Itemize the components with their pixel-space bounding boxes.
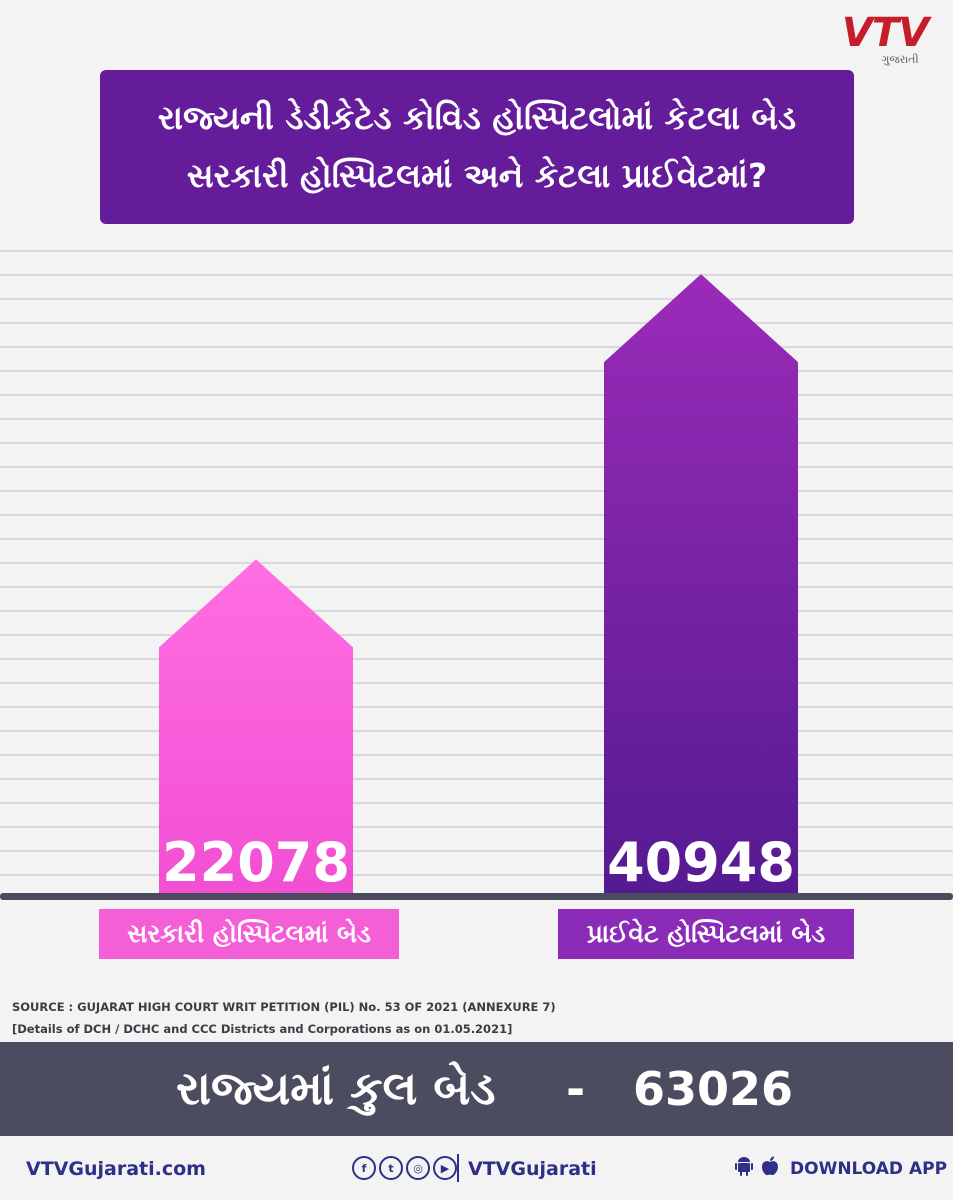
- bar-chart: 22078 40948: [159, 274, 798, 894]
- social-icons: f t ◎ ▶: [352, 1156, 457, 1180]
- total-dash: -: [566, 1062, 586, 1116]
- source-line-2: [Details of DCH / DCHC and CCC Districts…: [12, 1022, 513, 1036]
- platform-icons: [735, 1156, 779, 1176]
- title-line-2: સરકારી હોસ્પિટલમાં અને કેટલા પ્રાઈવેટમાં…: [186, 156, 768, 195]
- source-note: SOURCE : GUJARAT HIGH COURT WRIT PETITIO…: [12, 996, 942, 1040]
- total-value: 63026: [633, 1062, 794, 1116]
- apple-icon[interactable]: [761, 1156, 779, 1176]
- total-banner: રાજ્યમાં કુલ બેડ - 63026: [0, 1042, 953, 1136]
- title-line-1: રાજ્યની ડેડીકેટેડ કોવિડ હોસ્પિટલોમાં કેટ…: [157, 98, 797, 137]
- bar-1: [604, 274, 798, 893]
- website-link[interactable]: VTVGujarati.com: [26, 1158, 206, 1180]
- bar-value-label-1: 40948: [607, 831, 795, 894]
- logo-subtitle: ગુજરાતી: [881, 53, 919, 66]
- chart-title: રાજ્યની ડેડીકેટેડ કોવિડ હોસ્પિટલોમાં કેટ…: [100, 70, 854, 224]
- bar-value-label-0: 22078: [162, 831, 350, 894]
- youtube-icon[interactable]: ▶: [433, 1156, 457, 1180]
- footer: VTVGujarati.com f t ◎ ▶ VTVGujarati DOWN…: [0, 1136, 953, 1200]
- total-label: રાજ્યમાં કુલ બેડ: [176, 1061, 496, 1115]
- android-icon[interactable]: [735, 1156, 753, 1176]
- facebook-icon[interactable]: f: [352, 1156, 376, 1180]
- bar-0: [159, 559, 353, 893]
- download-app-link[interactable]: DOWNLOAD APP: [790, 1159, 948, 1179]
- footer-divider: [457, 1154, 459, 1182]
- social-handle[interactable]: VTVGujarati: [468, 1158, 597, 1180]
- logo-text: VTV: [841, 10, 929, 56]
- category-label-government: સરકારી હોસ્પિટલમાં બેડ: [99, 909, 399, 959]
- vtv-logo: VTV ગુજરાતી: [839, 12, 931, 68]
- source-line-1: SOURCE : GUJARAT HIGH COURT WRIT PETITIO…: [12, 1000, 556, 1014]
- category-label-private: પ્રાઈવેટ હોસ્પિટલમાં બેડ: [558, 909, 854, 959]
- x-axis-baseline: [0, 893, 953, 900]
- instagram-icon[interactable]: ◎: [406, 1156, 430, 1180]
- twitter-icon[interactable]: t: [379, 1156, 403, 1180]
